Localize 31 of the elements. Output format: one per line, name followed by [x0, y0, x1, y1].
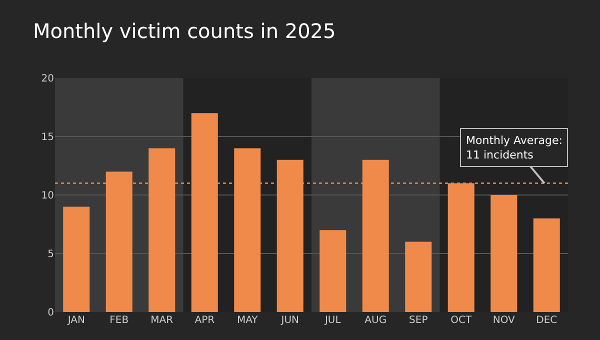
x-tick-label: DEC: [536, 315, 558, 326]
bar: [490, 195, 518, 312]
bar: [191, 113, 218, 312]
y-tick-label: 0: [48, 308, 54, 318]
x-tick-label: MAY: [236, 315, 259, 326]
x-tick-label: JAN: [66, 315, 85, 326]
x-tick-label: APR: [194, 315, 215, 326]
y-tick-label: 10: [41, 190, 54, 202]
x-tick-label: MAR: [150, 315, 174, 326]
y-tick-label: 5: [48, 249, 54, 260]
bar: [106, 172, 132, 312]
bar: [320, 230, 346, 312]
x-tick-label: JUN: [280, 315, 300, 326]
x-tick-label: NOV: [492, 315, 516, 326]
x-tick-label: OCT: [450, 315, 472, 326]
chart-title: Monthly victim counts in 2025: [33, 18, 336, 43]
bar: [405, 242, 432, 312]
x-tick-label: JUL: [324, 315, 342, 326]
ref-line-label: Monthly Average: 11 incidents: [466, 134, 562, 162]
bar: [148, 148, 176, 312]
y-tick-label: 20: [41, 74, 54, 84]
bar: [448, 183, 474, 312]
y-tick-label: 15: [41, 132, 54, 143]
bar: [276, 160, 304, 312]
x-tick-label: SEP: [409, 315, 428, 326]
bar: [234, 148, 261, 312]
x-tick-label: AUG: [364, 315, 387, 326]
bar: [533, 218, 560, 312]
bar: [63, 206, 90, 312]
x-tick-label: FEB: [110, 315, 129, 326]
bar: [362, 160, 389, 312]
